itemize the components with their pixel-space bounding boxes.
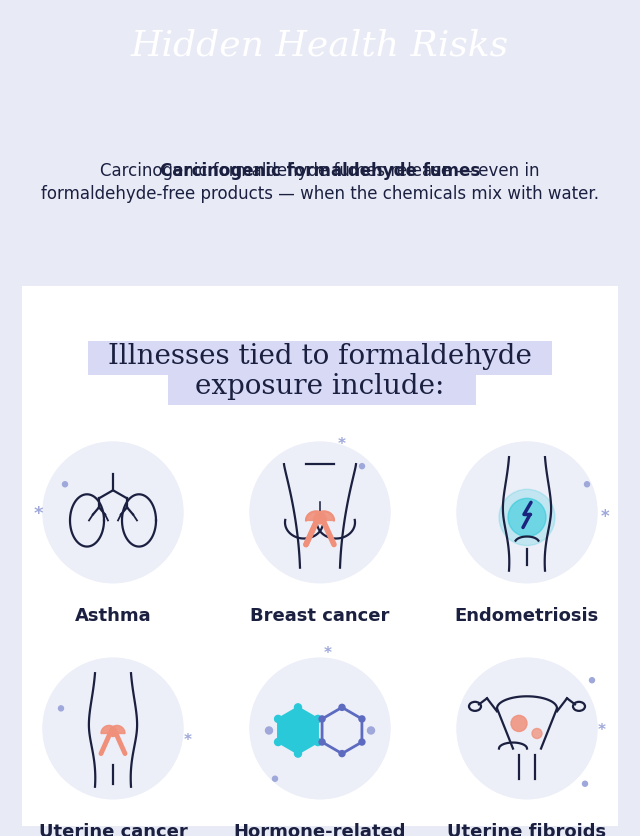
Text: Uterine fibroids: Uterine fibroids bbox=[447, 823, 607, 836]
Polygon shape bbox=[306, 512, 326, 521]
Circle shape bbox=[275, 716, 282, 722]
Circle shape bbox=[317, 517, 323, 524]
Circle shape bbox=[359, 739, 365, 745]
Text: formaldehyde-free products — when the chemicals mix with water.: formaldehyde-free products — when the ch… bbox=[41, 185, 599, 203]
Text: Endometriosis: Endometriosis bbox=[455, 607, 599, 624]
Text: Hormone-related
illnesses: Hormone-related illnesses bbox=[234, 823, 406, 836]
Circle shape bbox=[457, 442, 597, 583]
FancyBboxPatch shape bbox=[88, 340, 552, 375]
Circle shape bbox=[58, 706, 63, 711]
Polygon shape bbox=[278, 707, 318, 753]
Text: Carcinogenic formaldehyde fumes: Carcinogenic formaldehyde fumes bbox=[160, 161, 480, 180]
Circle shape bbox=[339, 705, 345, 711]
Circle shape bbox=[294, 750, 301, 757]
Polygon shape bbox=[109, 726, 125, 733]
Circle shape bbox=[508, 498, 546, 537]
Circle shape bbox=[63, 482, 67, 487]
Circle shape bbox=[273, 776, 278, 781]
Circle shape bbox=[582, 781, 588, 786]
Text: Illnesses tied to formaldehyde: Illnesses tied to formaldehyde bbox=[108, 343, 532, 370]
Circle shape bbox=[275, 738, 282, 746]
Text: Uterine cancer: Uterine cancer bbox=[38, 823, 188, 836]
Circle shape bbox=[266, 727, 273, 734]
Circle shape bbox=[511, 716, 527, 732]
Text: *: * bbox=[601, 508, 609, 527]
Text: Carcinogenic formaldehyde fumes release — even in: Carcinogenic formaldehyde fumes release … bbox=[100, 161, 540, 180]
FancyBboxPatch shape bbox=[22, 286, 618, 826]
Text: Asthma: Asthma bbox=[75, 607, 151, 624]
Polygon shape bbox=[101, 726, 117, 733]
Text: *: * bbox=[184, 733, 192, 748]
Text: *: * bbox=[324, 645, 332, 660]
Text: *: * bbox=[598, 723, 606, 738]
Circle shape bbox=[367, 727, 374, 734]
Circle shape bbox=[457, 658, 597, 799]
Polygon shape bbox=[314, 512, 334, 521]
Circle shape bbox=[319, 739, 325, 745]
Circle shape bbox=[589, 678, 595, 683]
Circle shape bbox=[314, 738, 321, 746]
Circle shape bbox=[360, 464, 365, 469]
Circle shape bbox=[43, 442, 183, 583]
FancyBboxPatch shape bbox=[168, 370, 476, 405]
Circle shape bbox=[499, 489, 555, 546]
Circle shape bbox=[339, 751, 345, 757]
Circle shape bbox=[250, 442, 390, 583]
Circle shape bbox=[584, 482, 589, 487]
Circle shape bbox=[314, 716, 321, 722]
Circle shape bbox=[294, 704, 301, 711]
Text: *: * bbox=[33, 506, 43, 523]
Circle shape bbox=[532, 728, 542, 738]
Text: *: * bbox=[338, 436, 346, 451]
Circle shape bbox=[319, 716, 325, 722]
Circle shape bbox=[250, 658, 390, 799]
Circle shape bbox=[359, 716, 365, 722]
Text: Breast cancer: Breast cancer bbox=[250, 607, 390, 624]
Circle shape bbox=[43, 658, 183, 799]
Circle shape bbox=[110, 731, 116, 737]
Text: Hidden Health Risks: Hidden Health Risks bbox=[131, 28, 509, 62]
Text: exposure include:: exposure include: bbox=[195, 373, 445, 400]
